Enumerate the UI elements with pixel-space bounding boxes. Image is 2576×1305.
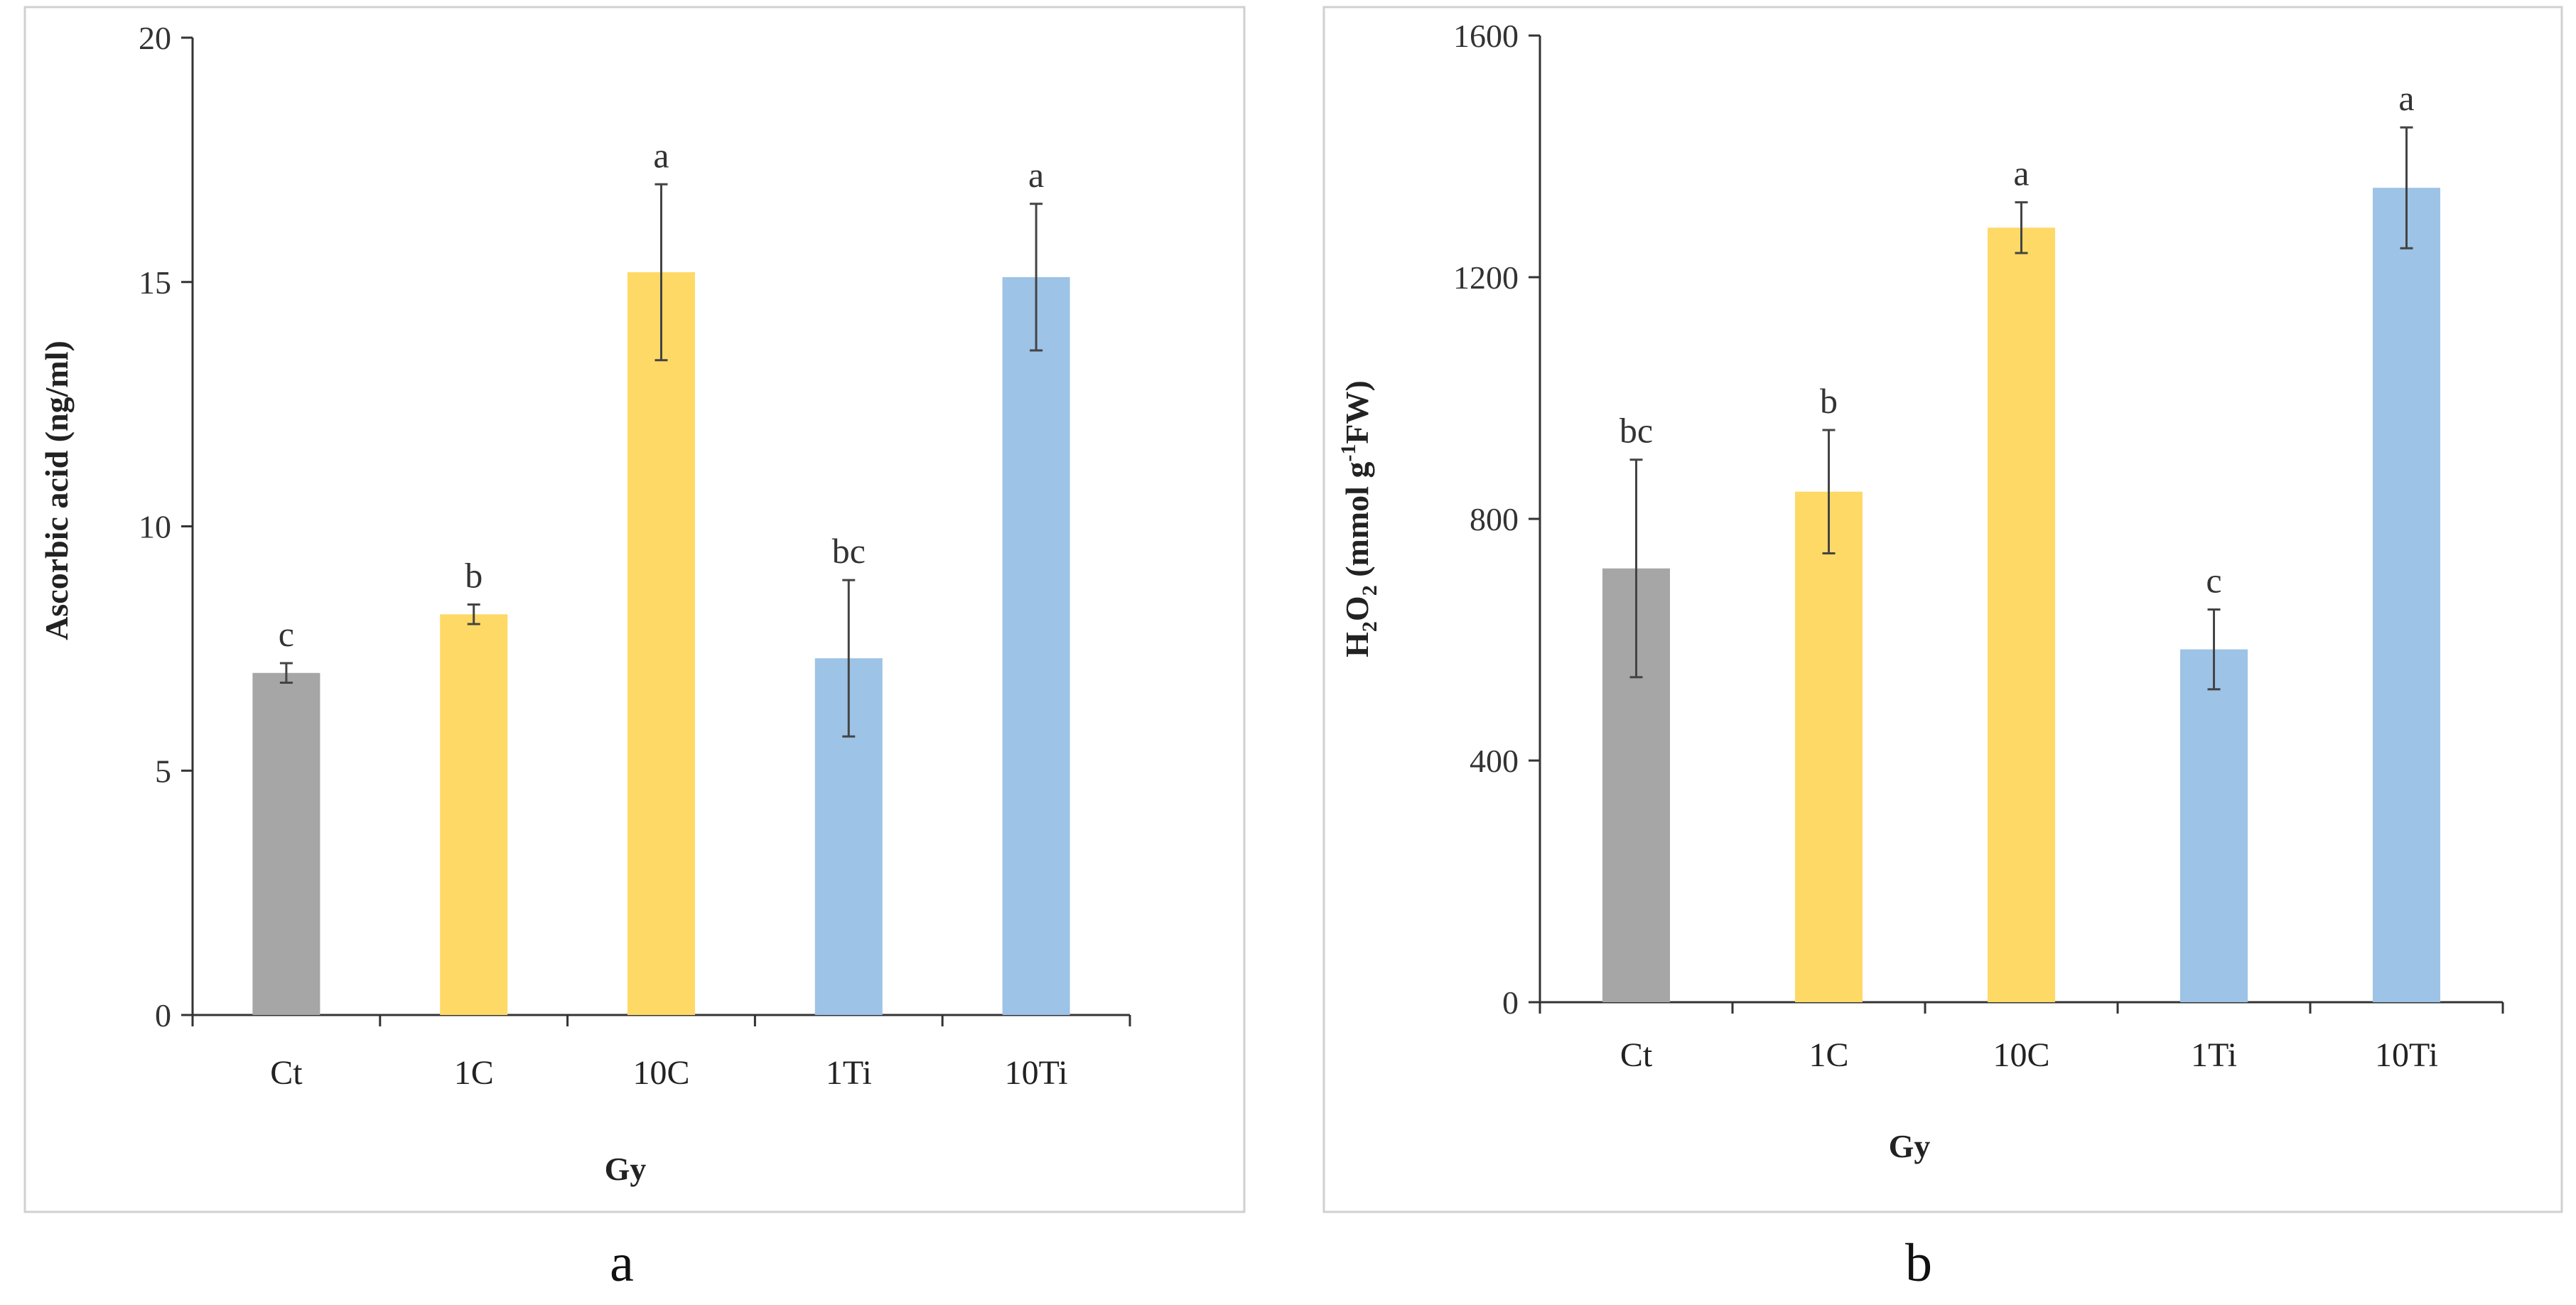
- x-tick-label: 10C: [632, 1054, 689, 1092]
- plot-frame: [1322, 6, 2563, 1213]
- x-tick-label: Ct: [270, 1054, 303, 1092]
- y-label-part: (mmol g: [1339, 462, 1375, 586]
- significance-label: bc: [832, 531, 866, 571]
- significance-label: a: [653, 135, 669, 175]
- y-tick-label: 10: [139, 509, 171, 545]
- y-label-part: H: [1339, 632, 1375, 657]
- y-label-subscript: 2: [1358, 621, 1381, 632]
- panel-label-b: b: [1905, 1233, 1932, 1293]
- y-label-superscript: -1: [1337, 444, 1360, 462]
- significance-label: a: [1028, 155, 1044, 195]
- y-label-part: O: [1339, 596, 1375, 621]
- significance-label: a: [2398, 78, 2414, 118]
- y-label-subscript: 2: [1358, 585, 1381, 596]
- x-tick-label: 1C: [454, 1054, 494, 1092]
- y-tick-label: 20: [139, 20, 171, 56]
- significance-label: b: [465, 556, 483, 596]
- significance-label: a: [2013, 154, 2029, 193]
- bar-10C: [1988, 227, 2055, 1002]
- bar-10Ti: [2373, 188, 2440, 1003]
- bar-10C: [627, 272, 695, 1015]
- bar-10Ti: [1002, 276, 1070, 1015]
- chart-panel-a: 0 5 10 15 20 c Ct b 1C a 10C bc 1Ti a 10Ti Ascorbic a…: [23, 6, 1246, 1213]
- panel-label-a: a: [610, 1233, 634, 1293]
- x-tick-label: 10Ti: [1005, 1054, 1068, 1092]
- y-tick-label: 0: [155, 997, 171, 1033]
- x-tick-label: 1Ti: [2191, 1036, 2237, 1074]
- y-tick-label: 1600: [1453, 18, 1519, 54]
- significance-label: bc: [1620, 411, 1653, 451]
- plot-frame: [23, 6, 1246, 1213]
- x-tick-label: Ct: [1620, 1036, 1653, 1074]
- x-tick-label: 10Ti: [2375, 1036, 2438, 1074]
- bar-1Ti: [2180, 649, 2248, 1002]
- x-axis-label: Gy: [1889, 1128, 1931, 1164]
- y-tick-label: 0: [1502, 984, 1519, 1021]
- y-tick-label: 5: [155, 753, 171, 789]
- significance-label: c: [2206, 561, 2221, 601]
- y-tick-label: 15: [139, 264, 171, 301]
- x-axis-label: Gy: [605, 1151, 647, 1187]
- x-tick-label: 1C: [1809, 1036, 1848, 1074]
- y-tick-label: 400: [1470, 743, 1519, 779]
- bar-Ct: [252, 672, 320, 1015]
- y-tick-label: 800: [1470, 501, 1519, 537]
- x-tick-label: 10C: [1993, 1036, 2049, 1074]
- x-tick-label: 1Ti: [826, 1054, 872, 1092]
- bar-1C: [1795, 491, 1863, 1002]
- significance-label: c: [279, 614, 294, 654]
- y-label-part: FW): [1339, 380, 1375, 444]
- y-tick-label: 1200: [1453, 259, 1519, 296]
- bar-1C: [440, 614, 508, 1015]
- significance-label: b: [1820, 381, 1838, 421]
- y-axis-label: H2O2 (mmol g-1FW): [1337, 380, 1381, 657]
- y-axis-label: Ascorbic acid (ng/ml): [38, 340, 75, 640]
